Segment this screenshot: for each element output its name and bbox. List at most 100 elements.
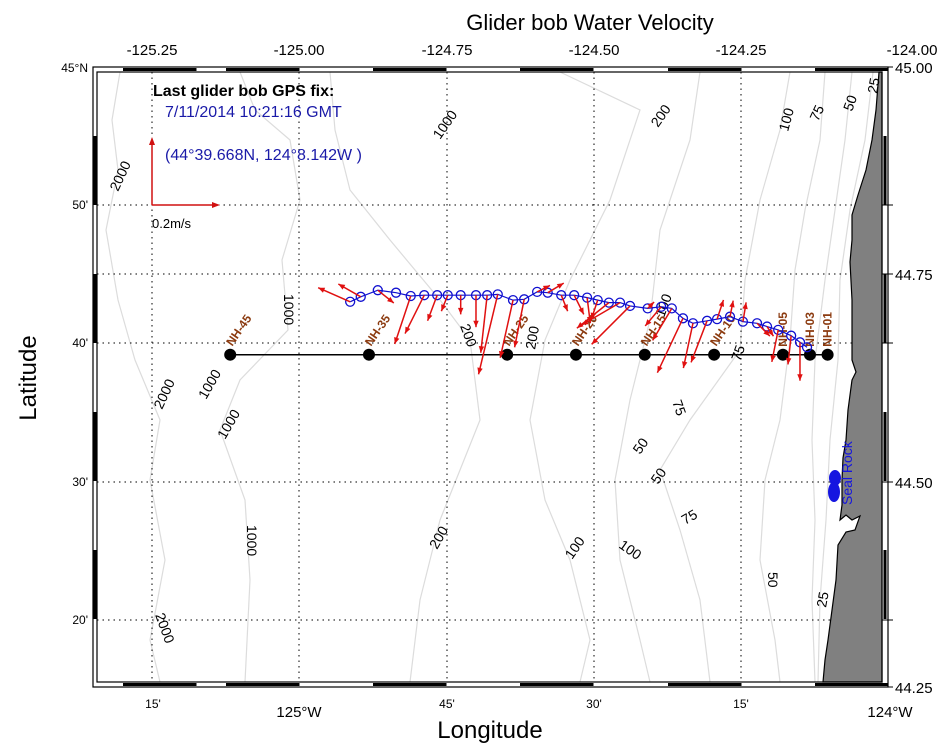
coastline-land [822, 71, 883, 683]
velocity-scale: 0.2m/s [149, 137, 220, 231]
contour-label: 1000 [195, 366, 225, 401]
velocity-arrow [770, 329, 779, 363]
arrow-head [457, 307, 464, 315]
velocity-arrow [394, 295, 412, 345]
gps-fix-position: (44°39.668N, 124°8.142W ) [165, 147, 362, 164]
right-tick-label: 44.25 [895, 680, 933, 697]
velocity-vectors [317, 282, 803, 381]
contour-label: 2000 [106, 158, 134, 193]
contour-label: 75 [728, 343, 748, 363]
contour-label: 50 [647, 465, 669, 487]
contour-label: 1000 [281, 294, 297, 325]
track-point [701, 315, 713, 326]
contour-label: 25 [813, 590, 831, 608]
left-tick-label: 20' [72, 613, 88, 627]
top-tick-label: -124.00 [887, 42, 938, 59]
contour-line [759, 71, 826, 683]
arrow-head [405, 326, 411, 334]
station-marker [638, 348, 651, 361]
track-point [687, 318, 699, 329]
arrow-head [647, 301, 655, 309]
velocity-arrow [647, 301, 655, 309]
track-point [666, 303, 677, 314]
velocity-arrow [591, 305, 631, 345]
velocity-arrow [477, 294, 499, 375]
bottom-tick-label: 124°W [867, 704, 913, 721]
right-tick-label: 44.75 [895, 267, 933, 284]
bottom-axis: 15' 125°W 45' 30' 15' 124°W [145, 697, 913, 721]
left-axis: 45°N 50' 40' 30' 20' [61, 61, 88, 627]
arrow-head [763, 329, 770, 337]
arrow-head [718, 299, 725, 307]
contour-line [811, 71, 853, 683]
arrow-shaft [656, 317, 684, 374]
contour-label: 200 [426, 523, 452, 551]
velocity-arrow [498, 299, 514, 358]
contour-label: 100 [561, 533, 588, 561]
arrow-shaft [480, 295, 488, 353]
contour-label: 75 [669, 398, 689, 418]
top-tick-label: -125.00 [274, 42, 325, 59]
arrow-head [338, 284, 346, 290]
velocity-arrow [536, 284, 551, 293]
contour-label: 200 [647, 101, 674, 129]
velocity-arrow [457, 295, 464, 315]
velocity-arrow [337, 283, 362, 298]
arrow-head [427, 313, 433, 321]
contour-label: 2000 [150, 376, 178, 411]
velocity-arrow [644, 306, 662, 327]
track-point [603, 297, 615, 308]
arrow-shaft [513, 299, 525, 348]
top-axis: -125.25 -125.00 -124.75 -124.50 -124.25 … [127, 42, 938, 59]
gps-fix-info: Last glider bob GPS fix: 7/11/2014 10:21… [153, 83, 362, 164]
station-marker [776, 348, 789, 361]
velocity-arrow [478, 295, 488, 353]
track-point [442, 290, 453, 301]
track-point [592, 294, 603, 306]
arrow-head [729, 300, 735, 308]
velocity-arrow [785, 335, 792, 365]
arrow-head [498, 350, 505, 358]
station-label: NH-45 [223, 312, 255, 349]
arrow-head [682, 361, 688, 369]
chart-title: Glider bob Water Velocity [466, 10, 713, 35]
station-marker [224, 348, 237, 361]
arrow-shaft [404, 294, 425, 334]
contour-line [105, 71, 166, 683]
gps-fix-time: 7/11/2014 10:21:16 GMT [165, 104, 342, 121]
velocity-arrow [513, 299, 525, 348]
right-tick-label: 45.00 [895, 60, 933, 77]
y-axis-label: Latitude [15, 335, 42, 420]
velocity-arrow [729, 300, 735, 317]
station-label: NH-01 [821, 312, 835, 347]
track-point [345, 296, 356, 307]
track-point [519, 294, 530, 305]
track-point [614, 297, 626, 308]
velocity-arrow [473, 295, 479, 328]
track-point [419, 290, 430, 301]
arrow-shaft [682, 323, 694, 369]
left-tick-label: 50' [72, 198, 88, 212]
arrow-head [387, 296, 394, 304]
velocity-arrow [377, 289, 395, 304]
track-point [751, 318, 763, 329]
contour-label: 200 [457, 322, 480, 350]
arrow-head [645, 319, 652, 326]
track-point [724, 311, 736, 322]
velocity-arrow [404, 294, 425, 334]
arrow-head [581, 319, 589, 326]
arrow-shaft [477, 294, 499, 375]
arrow-head [657, 365, 663, 373]
velocity-arrow [651, 308, 673, 341]
velocity-arrow [581, 301, 621, 326]
bathymetry-contours [105, 71, 874, 683]
station-marker [362, 348, 375, 361]
arrow-head [556, 283, 564, 289]
track-point [542, 287, 553, 298]
bottom-tick-label: 30' [586, 697, 602, 711]
top-tick-label: -124.25 [716, 42, 767, 59]
arrow-head [785, 357, 792, 365]
contour-line [614, 71, 701, 683]
contour-label: 50 [629, 435, 651, 457]
track-point [677, 313, 689, 324]
